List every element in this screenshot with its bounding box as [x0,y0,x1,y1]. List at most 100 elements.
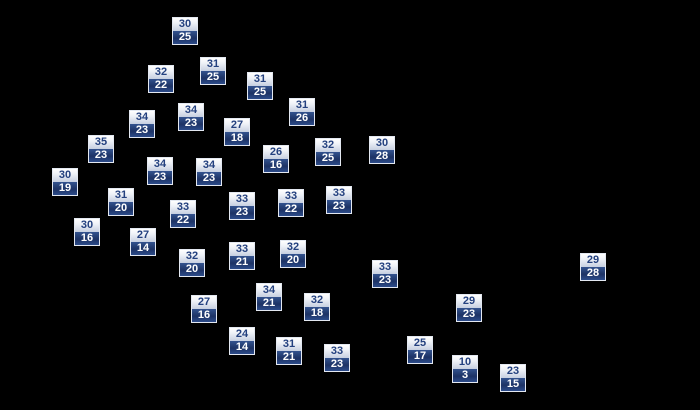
low-temp: 22 [279,203,303,216]
temp-marker[interactable]: 24 14 [229,327,255,355]
high-temp: 33 [279,190,303,203]
temp-marker[interactable]: 34 23 [129,110,155,138]
low-temp: 26 [290,112,314,125]
low-temp: 3 [453,369,477,382]
temp-marker[interactable]: 33 22 [278,189,304,217]
temp-marker[interactable]: 34 23 [147,157,173,185]
low-temp: 19 [53,182,77,195]
temp-marker[interactable]: 31 20 [108,188,134,216]
high-temp: 30 [53,169,77,182]
temp-marker[interactable]: 32 20 [280,240,306,268]
temp-marker[interactable]: 33 23 [229,192,255,220]
high-temp: 26 [264,146,288,159]
temp-marker[interactable]: 33 23 [326,186,352,214]
temp-marker[interactable]: 30 19 [52,168,78,196]
high-temp: 31 [201,58,225,71]
high-temp: 32 [180,250,204,263]
high-temp: 29 [581,254,605,267]
low-temp: 14 [131,242,155,255]
temp-marker[interactable]: 32 25 [315,138,341,166]
low-temp: 23 [130,124,154,137]
high-temp: 31 [277,338,301,351]
low-temp: 17 [408,350,432,363]
high-temp: 30 [75,219,99,232]
high-temp: 23 [501,365,525,378]
low-temp: 23 [457,308,481,321]
temp-marker[interactable]: 32 22 [148,65,174,93]
high-temp: 31 [290,99,314,112]
temp-marker[interactable]: 27 16 [191,295,217,323]
high-temp: 31 [248,73,272,86]
low-temp: 23 [325,358,349,371]
temp-marker[interactable]: 31 25 [247,72,273,100]
low-temp: 21 [257,297,281,310]
high-temp: 27 [225,119,249,132]
temp-marker[interactable]: 30 25 [172,17,198,45]
low-temp: 21 [230,256,254,269]
temp-marker[interactable]: 34 21 [256,283,282,311]
low-temp: 14 [230,341,254,354]
temp-marker[interactable]: 26 16 [263,145,289,173]
high-temp: 32 [149,66,173,79]
low-temp: 25 [316,152,340,165]
temp-marker[interactable]: 33 22 [170,200,196,228]
low-temp: 25 [201,71,225,84]
high-temp: 34 [148,158,172,171]
low-temp: 28 [370,150,394,163]
temp-marker[interactable]: 33 21 [229,242,255,270]
temp-marker[interactable]: 34 23 [196,158,222,186]
temp-marker[interactable]: 29 23 [456,294,482,322]
high-temp: 32 [305,294,329,307]
low-temp: 20 [180,263,204,276]
high-temp: 34 [130,111,154,124]
high-temp: 31 [109,189,133,202]
low-temp: 25 [173,31,197,44]
high-temp: 33 [373,261,397,274]
low-temp: 23 [197,172,221,185]
temp-marker[interactable]: 30 16 [74,218,100,246]
low-temp: 20 [109,202,133,215]
high-temp: 30 [370,137,394,150]
high-temp: 34 [257,284,281,297]
high-temp: 29 [457,295,481,308]
temp-marker[interactable]: 10 3 [452,355,478,383]
high-temp: 35 [89,136,113,149]
high-temp: 33 [171,201,195,214]
temp-marker[interactable]: 33 23 [372,260,398,288]
temp-marker[interactable]: 27 18 [224,118,250,146]
temp-marker[interactable]: 35 23 [88,135,114,163]
high-temp: 34 [197,159,221,172]
high-temp: 32 [281,241,305,254]
temp-marker[interactable]: 34 23 [178,103,204,131]
high-temp: 24 [230,328,254,341]
high-temp: 33 [230,243,254,256]
high-temp: 27 [192,296,216,309]
low-temp: 23 [179,117,203,130]
temp-marker[interactable]: 31 26 [289,98,315,126]
temp-marker[interactable]: 32 20 [179,249,205,277]
temp-marker[interactable]: 25 17 [407,336,433,364]
temp-marker[interactable]: 23 15 [500,364,526,392]
temp-marker[interactable]: 33 23 [324,344,350,372]
high-temp: 33 [327,187,351,200]
high-temp: 25 [408,337,432,350]
temp-marker[interactable]: 29 28 [580,253,606,281]
low-temp: 25 [248,86,272,99]
temp-marker[interactable]: 31 21 [276,337,302,365]
high-temp: 34 [179,104,203,117]
low-temp: 22 [171,214,195,227]
low-temp: 20 [281,254,305,267]
low-temp: 28 [581,267,605,280]
temp-marker[interactable]: 31 25 [200,57,226,85]
low-temp: 16 [192,309,216,322]
temp-marker[interactable]: 32 18 [304,293,330,321]
high-temp: 30 [173,18,197,31]
temp-marker[interactable]: 27 14 [130,228,156,256]
low-temp: 23 [373,274,397,287]
high-temp: 27 [131,229,155,242]
low-temp: 16 [75,232,99,245]
temp-marker[interactable]: 30 28 [369,136,395,164]
low-temp: 16 [264,159,288,172]
high-temp: 10 [453,356,477,369]
